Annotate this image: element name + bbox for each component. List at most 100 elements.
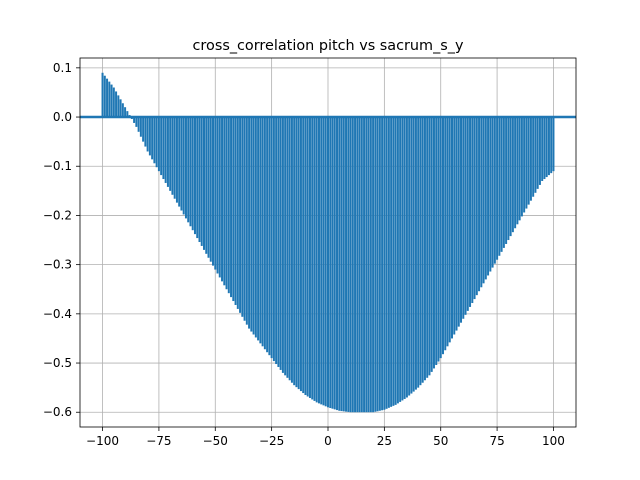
correlation-bar — [529, 117, 532, 201]
correlation-bar — [200, 117, 203, 246]
correlation-bar — [374, 117, 377, 412]
correlation-bar — [106, 78, 109, 118]
chart-title: cross_correlation pitch vs sacrum_s_y — [193, 38, 464, 54]
correlation-bar — [446, 117, 449, 347]
x-tick-label: 100 — [542, 434, 565, 448]
correlation-bar — [345, 117, 348, 412]
correlation-bar — [457, 117, 460, 327]
correlation-bar — [349, 117, 352, 413]
correlation-bar — [315, 117, 318, 403]
correlation-bar — [313, 117, 316, 401]
correlation-bar — [180, 117, 183, 211]
correlation-bar — [527, 117, 530, 205]
correlation-bar — [423, 117, 426, 381]
correlation-bar — [164, 117, 167, 183]
correlation-bar — [241, 117, 244, 317]
correlation-bar — [295, 117, 298, 388]
correlation-bar — [484, 117, 487, 280]
correlation-bar — [254, 117, 257, 338]
correlation-bar — [304, 117, 307, 396]
correlation-bar — [435, 117, 438, 366]
correlation-bar — [324, 117, 327, 407]
correlation-bar — [212, 117, 215, 266]
correlation-bar — [401, 117, 404, 401]
correlation-bar — [121, 103, 124, 118]
correlation-bar — [387, 117, 390, 408]
correlation-bar — [193, 117, 196, 235]
correlation-bar — [236, 117, 239, 309]
x-tick-label: 50 — [433, 434, 448, 448]
correlation-bar — [399, 117, 402, 402]
correlation-bar — [191, 117, 194, 231]
correlation-bar — [290, 117, 293, 383]
correlation-bar — [469, 117, 472, 307]
correlation-bar — [218, 117, 221, 278]
correlation-bar — [333, 117, 336, 410]
correlation-bar — [266, 117, 269, 353]
correlation-bar — [525, 117, 528, 209]
correlation-bar — [250, 117, 253, 332]
correlation-bar — [196, 117, 199, 239]
y-axis-ticks: 0.1 0.0 −0.1 −0.2 −0.3 −0.4 −0.5 −0.6 — [43, 61, 80, 419]
correlation-bar — [338, 117, 341, 411]
correlation-bar — [340, 117, 343, 412]
correlation-bar — [351, 117, 354, 413]
correlation-bar — [297, 117, 300, 390]
correlation-bar — [137, 117, 140, 132]
x-tick-label: −75 — [146, 434, 171, 448]
correlation-bar — [518, 117, 521, 221]
correlation-bar — [302, 117, 305, 394]
correlation-bar — [239, 117, 242, 313]
correlation-bar — [432, 117, 435, 369]
correlation-bar — [124, 107, 127, 118]
x-tick-label: −50 — [203, 434, 228, 448]
correlation-bar — [385, 117, 388, 409]
correlation-bar — [160, 117, 163, 176]
correlation-bar — [173, 117, 176, 199]
correlation-bar — [358, 117, 361, 413]
correlation-bar — [347, 117, 350, 412]
correlation-bar — [414, 117, 417, 390]
correlation-bar — [281, 117, 284, 373]
correlation-bar — [171, 117, 174, 195]
correlation-bar — [184, 117, 187, 219]
correlation-bar — [455, 117, 458, 331]
correlation-bar — [232, 117, 235, 302]
correlation-bar — [356, 117, 359, 413]
correlation-bar — [139, 117, 142, 137]
correlation-bar — [230, 117, 233, 298]
correlation-bar — [471, 117, 474, 304]
correlation-bar — [437, 117, 440, 362]
correlation-bar — [430, 117, 433, 372]
correlation-bar — [439, 117, 442, 359]
correlation-bar — [482, 117, 485, 284]
correlation-bar — [369, 117, 372, 413]
correlation-bar — [417, 117, 420, 388]
correlation-bar — [365, 117, 368, 413]
correlation-bar — [545, 117, 548, 178]
y-tick-label: −0.4 — [43, 307, 72, 321]
correlation-bar — [552, 117, 555, 172]
correlation-bar — [157, 117, 160, 172]
y-tick-label: −0.5 — [43, 356, 72, 370]
correlation-bar — [270, 117, 273, 359]
correlation-bar — [396, 117, 399, 404]
correlation-bar — [421, 117, 424, 383]
correlation-bar — [336, 117, 339, 411]
correlation-bar — [209, 117, 212, 262]
correlation-bar — [444, 117, 447, 351]
correlation-bar — [320, 117, 323, 405]
correlation-bar — [119, 99, 122, 118]
correlation-bar — [390, 117, 393, 407]
correlation-bar — [331, 117, 334, 409]
x-axis-ticks: −100 −75 −50 −25 0 25 50 75 100 — [86, 427, 565, 448]
correlation-bar — [473, 117, 476, 300]
correlation-bar — [268, 117, 271, 356]
correlation-bar — [448, 117, 451, 343]
correlation-bar — [245, 117, 248, 325]
correlation-bar — [405, 117, 408, 398]
correlation-bar — [221, 117, 224, 282]
correlation-bar — [248, 117, 251, 329]
correlation-bar — [146, 117, 149, 152]
correlation-bar — [261, 117, 264, 347]
